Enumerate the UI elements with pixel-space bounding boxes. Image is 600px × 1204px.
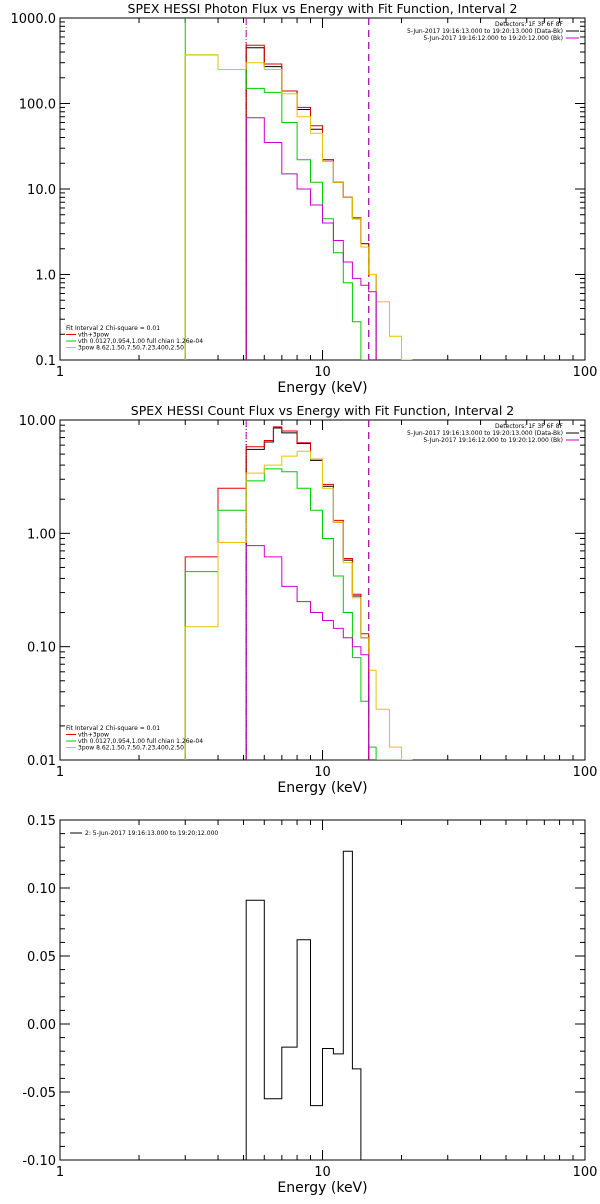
series-black-line [245, 47, 377, 360]
x-axis-label: Energy (keV) [277, 780, 367, 796]
x-axis-label: Energy (keV) [277, 1180, 367, 1196]
legend-top-right-entry: Detectors: 1F 3F 6F 8F [495, 21, 564, 28]
legend-top-left-entry: 2: 5-Jun-2017 19:16:13.000 to 19:20:12.0… [85, 830, 218, 837]
y-tick-label: 1.0 [35, 269, 56, 284]
y-tick-label: 0.10 [27, 641, 56, 656]
y-tick-label: 0.00 [27, 1018, 56, 1033]
legend-top-right-entry: 5-Jun-2017 19:16:12.000 to 19:20:12.000 … [423, 35, 563, 42]
y-tick-label: 0.1 [35, 354, 56, 369]
x-tick-label: 10 [314, 1165, 331, 1180]
series-black-line [245, 850, 362, 1160]
series-magenta-line [245, 117, 377, 360]
chart-title: SPEX HESSI Photon Flux vs Energy with Fi… [128, 1, 518, 16]
y-tick-label: -0.10 [22, 1154, 56, 1169]
series-gold-line [184, 54, 413, 360]
legend-top-right-entry: 5-Jun-2017 19:16:13.000 to 19:20:13.000 … [407, 28, 563, 35]
legend-bottom-left-entry: vth 0.0127,0.954,1.00 full chian 1.26e-0… [78, 338, 203, 345]
legend-bottom-left-entry: 3pow 8.62,1.50,7.50,7.23,400,2.50 [78, 745, 184, 752]
legend-bottom-left-entry: vth+3pow [78, 332, 109, 339]
series-red-line [245, 44, 377, 360]
legend-bottom-left-entry: 3pow 8.62,1.50,7.50,7.23,400,2.50 [78, 345, 184, 352]
series-green-line [184, 468, 413, 760]
y-tick-label: 10.0 [27, 183, 56, 198]
x-tick-label: 10 [314, 365, 331, 380]
series-red-line [184, 426, 370, 760]
x-tick-label: 10 [314, 765, 331, 780]
series-green-line [184, 54, 369, 360]
y-tick-label: 0.10 [27, 882, 56, 897]
legend-bottom-left-entry: vth 0.0127,0.954,1.00 full chian 1.26e-0… [78, 738, 203, 745]
legend-bottom-left-entry: vth+3pow [78, 732, 109, 739]
x-axis-label: Energy (keV) [277, 380, 367, 396]
y-tick-label: 0.05 [27, 950, 56, 965]
series-magenta-line [245, 545, 370, 760]
series-black-line [245, 427, 370, 760]
y-tick-label: 0.15 [27, 814, 56, 829]
y-tick-label: -0.05 [22, 1086, 56, 1101]
y-tick-label: 100.0 [19, 98, 56, 113]
y-tick-label: 0.01 [27, 754, 56, 769]
x-tick-label: 100 [573, 765, 598, 780]
x-tick-label: 100 [573, 365, 598, 380]
legend-top-right-entry: Detectors: 1F 3F 6F 8F [495, 423, 564, 430]
x-tick-label: 1 [56, 765, 64, 780]
x-tick-label: 100 [573, 1165, 598, 1180]
x-tick-label: 1 [56, 1165, 64, 1180]
legend-top-right-entry: 5-Jun-2017 19:16:12.000 to 19:20:12.000 … [423, 437, 563, 444]
legend-bottom-left-entry: Fit Interval 2 Chi-square = 0.01 [66, 725, 160, 732]
y-tick-label: 1.00 [27, 527, 56, 542]
x-tick-label: 1 [56, 365, 64, 380]
chart-title: SPEX HESSI Count Flux vs Energy with Fit… [131, 403, 514, 418]
legend-top-right-entry: 5-Jun-2017 19:16:13.000 to 19:20:13.000 … [407, 430, 563, 437]
series-gold-line [184, 450, 413, 760]
plot-frame [59, 819, 586, 1161]
y-tick-label: 10.00 [19, 414, 56, 429]
legend-bottom-left-entry: Fit Interval 2 Chi-square = 0.01 [66, 325, 160, 332]
y-tick-label: 1000.0 [11, 12, 57, 27]
